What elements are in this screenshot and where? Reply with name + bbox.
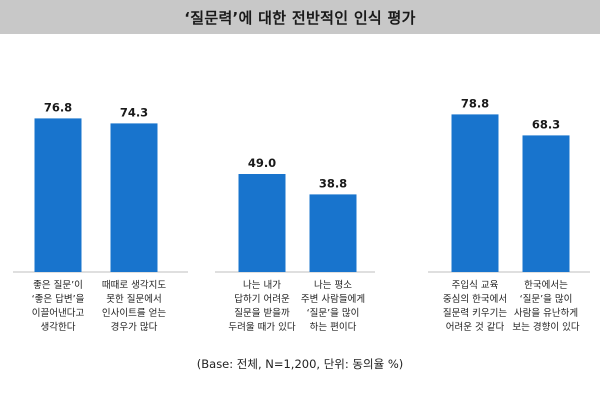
title-bar: ‘질문력’에 대한 전반적인 인식 평가 xyxy=(0,0,600,34)
bar-5 xyxy=(451,114,499,273)
base-footnote: (Base: 전체, N=1,200, 단위: 동의율 %) xyxy=(196,357,404,371)
value-label-3: 49.0 xyxy=(248,156,276,170)
bar-2 xyxy=(110,123,158,273)
category-label-5: 주입식 교육 중심의 한국에서 질문력 키우기는 어려운 것 같다 xyxy=(442,280,508,333)
chart-title: ‘질문력’에 대한 전반적인 인식 평가 xyxy=(184,8,416,27)
value-label-5: 78.8 xyxy=(461,96,489,110)
category-label-2: 때때로 생각지도 못한 질문에서 인사이트를 얻는 경우가 많다 xyxy=(101,280,167,333)
category-label-4: 나는 평소 주변 사람들에게 ‘질문’을 많이 하는 편이다 xyxy=(300,280,366,333)
bar-6 xyxy=(522,135,570,272)
bar-4 xyxy=(309,194,357,272)
category-label-3: 나는 내가 답하기 어려운 질문을 받을까 두려울 때가 있다 xyxy=(228,280,296,333)
bar-3 xyxy=(238,174,286,272)
value-label-1: 76.8 xyxy=(44,100,72,114)
value-label-2: 74.3 xyxy=(120,105,148,119)
value-label-6: 68.3 xyxy=(532,117,560,131)
category-label-6: 한국에서는 ‘질문’을 많이 사람을 유난하게 보는 경향이 있다 xyxy=(512,280,580,333)
bar-1 xyxy=(34,118,82,273)
category-label-1: 좋은 질문’이 ‘좋은 답변’을 이끌어낸다고 생각한다 xyxy=(31,280,85,333)
value-label-4: 38.8 xyxy=(319,176,347,190)
